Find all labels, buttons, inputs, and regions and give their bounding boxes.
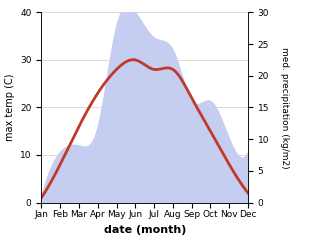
Y-axis label: med. precipitation (kg/m2): med. precipitation (kg/m2) [280,47,289,168]
X-axis label: date (month): date (month) [103,225,186,235]
Y-axis label: max temp (C): max temp (C) [4,74,15,141]
